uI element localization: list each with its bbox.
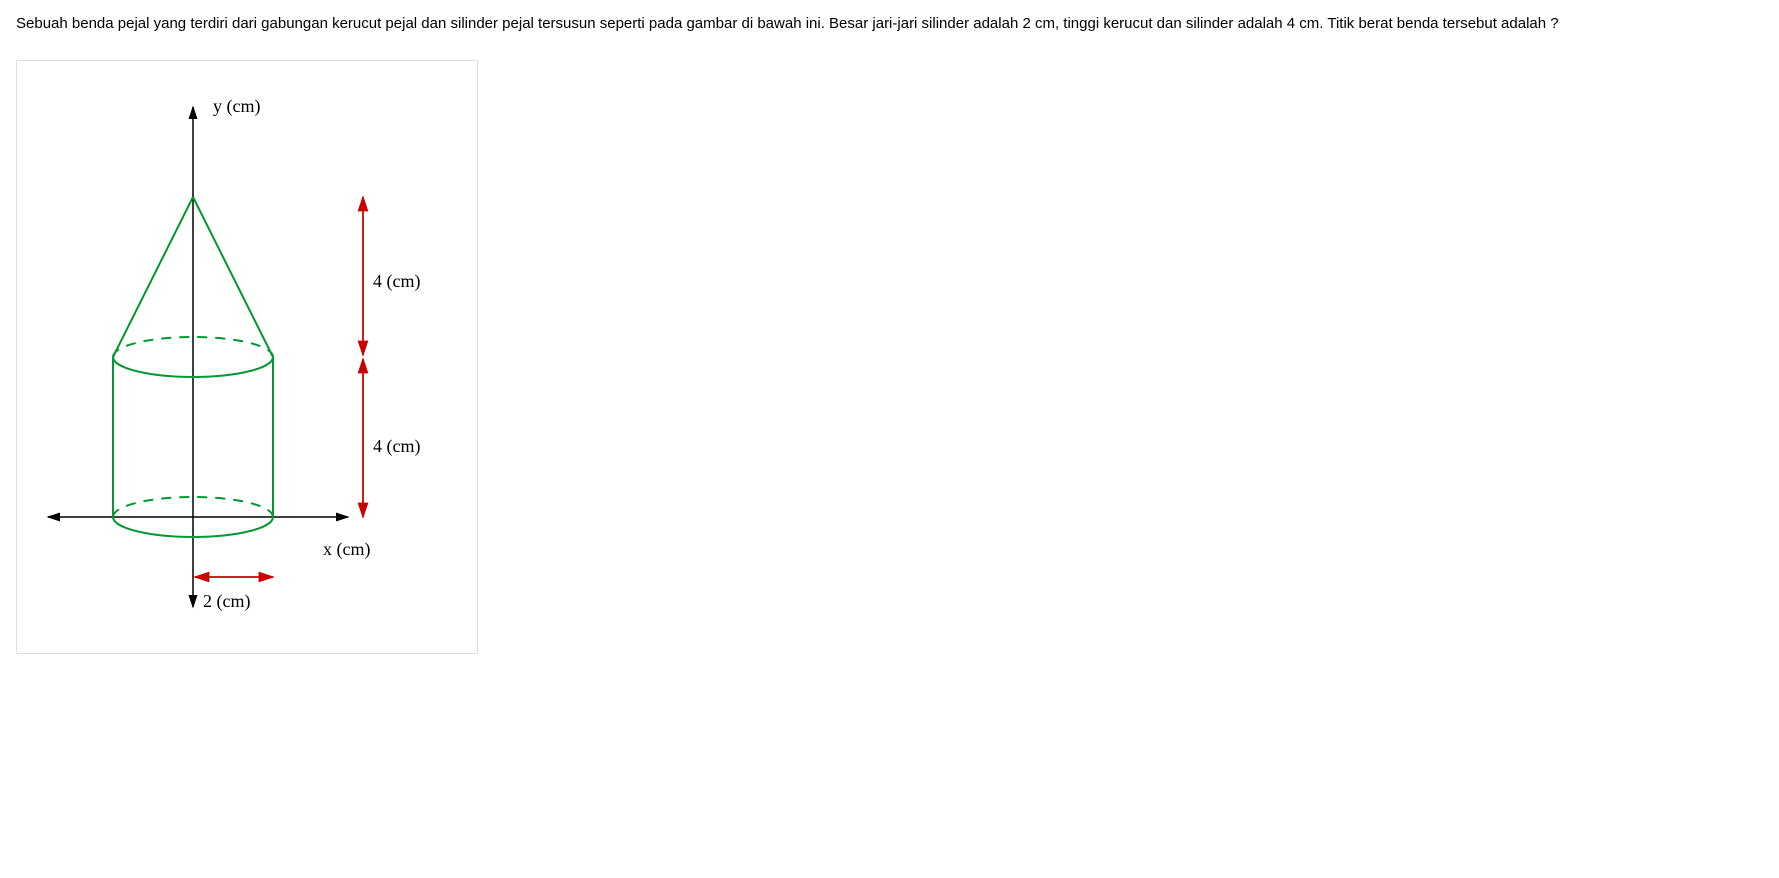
y-axis-label: y (cm) [213, 96, 260, 117]
cylinder-height-label: 4 (cm) [373, 436, 420, 457]
physics-diagram: y (cm) x (cm) 4 (cm) 4 (cm) 2 (cm) [33, 77, 453, 637]
diagram-container: y (cm) x (cm) 4 (cm) 4 (cm) 2 (cm) [16, 60, 478, 654]
x-axis-label: x (cm) [323, 539, 370, 560]
cone-left-side [113, 197, 193, 357]
radius-label: 2 (cm) [203, 591, 250, 612]
cone-right-side [193, 197, 273, 357]
cone-height-label: 4 (cm) [373, 271, 420, 292]
question-text: Sebuah benda pejal yang terdiri dari gab… [16, 12, 1736, 36]
